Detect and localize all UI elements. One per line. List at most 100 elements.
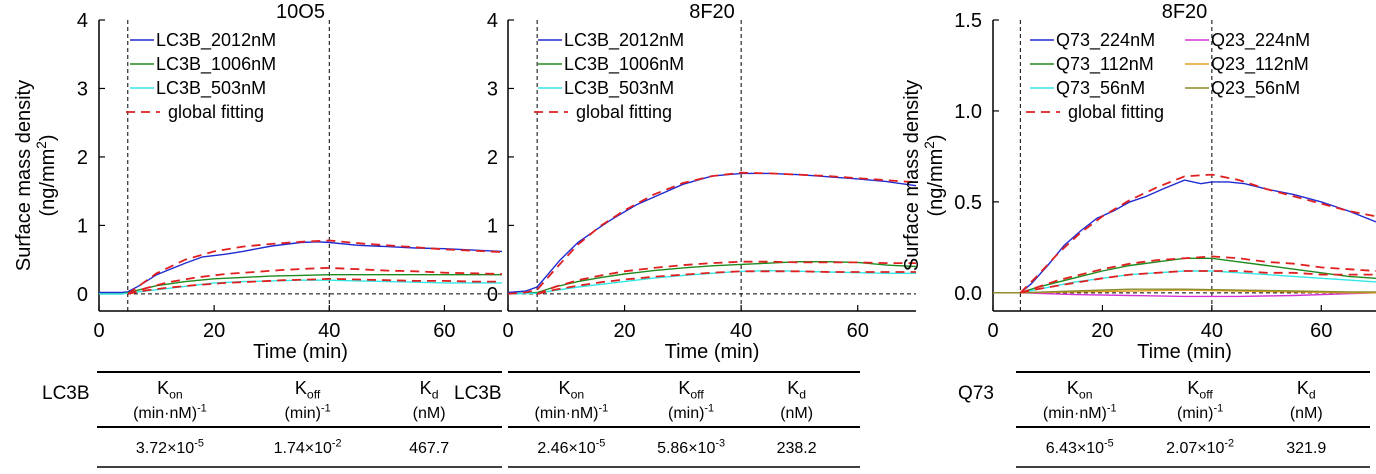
- table-value-kon: 3.72×10-5: [136, 438, 204, 457]
- chart-title: 8F20: [689, 1, 735, 23]
- table-header-unit: (nM): [413, 405, 446, 422]
- table-header-constant: Kd: [420, 378, 439, 402]
- x-tick-label: 0: [987, 320, 998, 342]
- table-header-unit: (min)-1: [1177, 403, 1223, 422]
- x-axis-label: Time (min): [253, 341, 348, 363]
- table-value-kd: 467.7: [409, 440, 449, 457]
- legend-label: Q73_56nM: [1056, 78, 1145, 99]
- table-row-label: Q73: [958, 383, 994, 404]
- kinetics-table-1: LC3B Kon(min·nM)-1 Koff(min)-1 Kd (nM) 3.72×1…: [42, 371, 502, 468]
- table-value-koff: 1.74×10-2: [274, 438, 342, 457]
- y-axis-label: Surface mass density (ng/mm2): [901, 80, 947, 271]
- table-header-unit: (min)-1: [668, 403, 714, 422]
- table-header-unit: (nM): [1290, 405, 1323, 422]
- table-value-kon: 6.43×10-5: [1046, 438, 1114, 457]
- table-header-constant: Kon: [559, 378, 585, 402]
- data-series-line-q23_224nm: [993, 292, 1376, 298]
- y-tick-label: 1.5: [954, 10, 982, 32]
- global-fitting-curve: [1019, 173, 1376, 294]
- global-fitting-curve: [507, 171, 917, 295]
- table-header-constant: Kon: [1067, 378, 1093, 402]
- x-tick-label: 0: [93, 320, 104, 342]
- table-header-unit: (min)-1: [285, 403, 331, 422]
- y-tick-label: 2: [487, 147, 498, 169]
- table-value-kd: 238.2: [777, 440, 817, 457]
- legend-label: Q23_224nM: [1211, 30, 1310, 51]
- global-fitting-curve: [536, 260, 916, 295]
- table-header-constant: Kon: [157, 378, 183, 402]
- x-axis-label: Time (min): [1137, 341, 1232, 363]
- table-header-unit: (min·nM)-1: [133, 403, 207, 422]
- y-tick-label: 1: [487, 215, 498, 237]
- kinetics-table-2: LC3B Kon(min·nM)-1 Koff(min)-1 Kd (nM) 2.46×1…: [454, 371, 860, 468]
- x-tick-label: 60: [1310, 320, 1332, 342]
- y-tick-label: 1.0: [954, 101, 982, 123]
- kinetics-table-3: Q73 Kon(min·nM)-1 Koff(min)-1 Kd (nM) 6.43×10…: [958, 371, 1370, 468]
- table-header-unit: (nM): [780, 405, 813, 422]
- x-tick-label: 40: [730, 320, 752, 342]
- legend-label: Q73_224nM: [1056, 30, 1155, 51]
- global-fitting-curve: [127, 277, 502, 295]
- legend-label: global fitting: [168, 102, 264, 122]
- x-tick-label: 60: [433, 320, 455, 342]
- y-tick-label: 4: [77, 10, 88, 32]
- global-fitting-curve: [1020, 270, 1376, 294]
- x-tick-label: 20: [1091, 320, 1113, 342]
- legend-label: LC3B_503nM: [156, 78, 266, 99]
- data-series-line-lc3b_503nm: [99, 279, 502, 295]
- legend-label: LC3B_2012nM: [564, 30, 684, 51]
- y-tick-label: 3: [487, 78, 498, 100]
- y-tick-label: 0.0: [954, 283, 982, 305]
- table-header-constant: Koff: [1187, 378, 1213, 402]
- legend-label: LC3B_1006nM: [156, 54, 276, 75]
- table-header-constant: Koff: [678, 378, 704, 402]
- table-value-kon: 2.46×10-5: [537, 438, 605, 457]
- legend-label: Q73_112nM: [1056, 54, 1154, 75]
- y-tick-label: 0: [487, 284, 498, 306]
- y-axis-label-text: Surface mass density: [901, 80, 923, 271]
- x-tick-label: 40: [1201, 320, 1223, 342]
- y-axis-label: Surface mass density (ng/mm2): [13, 80, 59, 271]
- data-series-line-lc3b_2012nm: [99, 241, 503, 294]
- global-fitting-curve: [127, 239, 503, 295]
- global-fitting-curve: [127, 266, 503, 295]
- legend-label: global fitting: [1068, 102, 1164, 122]
- table-header-unit: (min·nM)-1: [535, 403, 609, 422]
- x-tick-label: 40: [318, 320, 340, 342]
- table-value-koff: 5.86×10-3: [657, 438, 725, 457]
- legend-label: global fitting: [576, 102, 672, 122]
- table-value-kd: 321.9: [1286, 440, 1326, 457]
- table-header-constant: Kd: [1297, 378, 1316, 402]
- y-tick-label: 0.5: [954, 192, 982, 214]
- y-tick-label: 4: [487, 10, 498, 32]
- y-tick-label: 0: [77, 284, 88, 306]
- table-header-unit: (min·nM)-1: [1043, 403, 1117, 422]
- x-tick-label: 20: [203, 320, 225, 342]
- x-axis-label: Time (min): [665, 341, 760, 363]
- chart-title: 10O5: [276, 1, 325, 23]
- chart-title: 8F20: [1162, 1, 1208, 23]
- legend-label: Q23_112nM: [1211, 54, 1309, 75]
- table-header-constant: Kd: [787, 378, 806, 402]
- chart-legend: Q73_224nM Q73_112nM Q73_56nM Q23_224nM Q23_1…: [1026, 30, 1310, 122]
- y-axis-label-unit: (ng/mm2): [922, 134, 947, 216]
- table-header-constant: Koff: [295, 378, 321, 402]
- y-tick-label: 2: [77, 147, 88, 169]
- data-series-line-q73_224nm: [993, 179, 1376, 294]
- data-series-line-lc3b_1006nm: [507, 261, 917, 295]
- chart-panel-3: 8F20 0.0 0.5 1.0 1.5 0 20 40 60 Time (min) Surface…: [901, 1, 1376, 363]
- legend-label: Q23_56nM: [1211, 78, 1300, 99]
- y-axis-label-unit: (ng/mm2): [34, 134, 59, 216]
- x-tick-label: 60: [847, 320, 869, 342]
- global-fitting-curve: [1020, 255, 1376, 294]
- data-series-line-q23_56nm: [993, 288, 1376, 294]
- legend-label: LC3B_503nM: [564, 78, 674, 99]
- global-fitting-curve: [536, 270, 916, 295]
- y-axis-label-text: Surface mass density: [13, 80, 35, 271]
